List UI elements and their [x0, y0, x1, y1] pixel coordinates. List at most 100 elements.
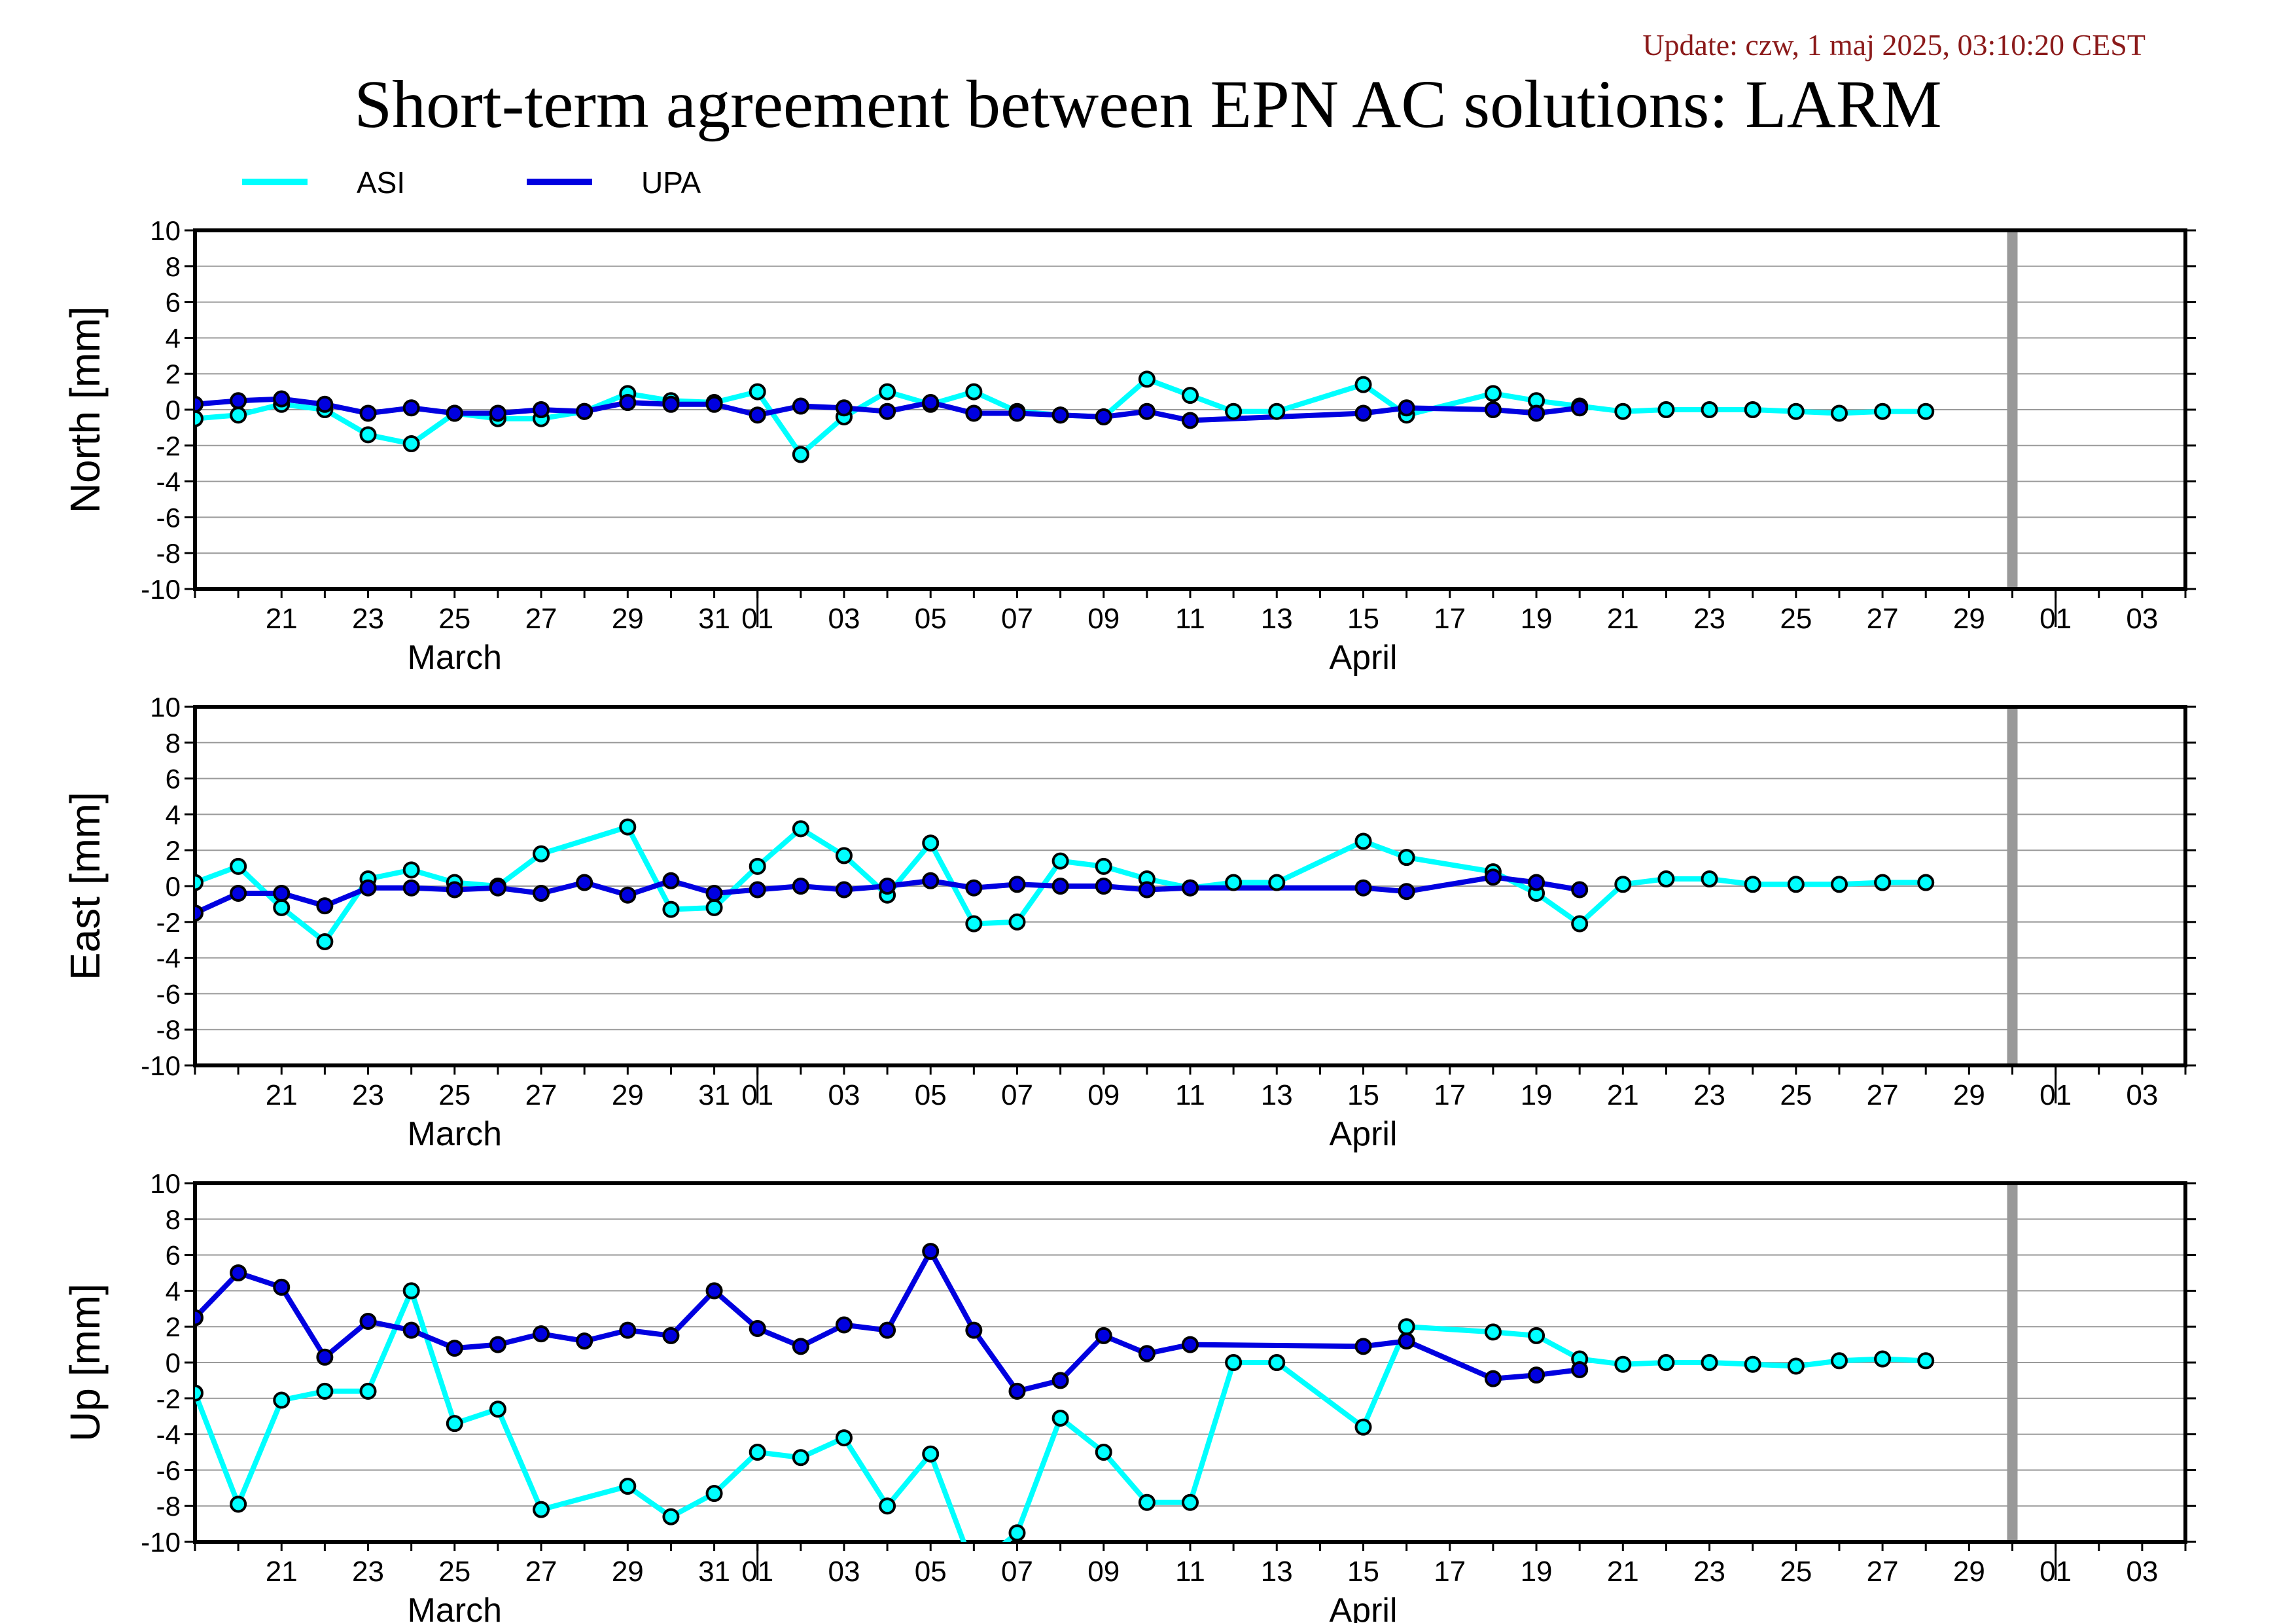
- y-tick-label: -6: [156, 978, 181, 1009]
- data-point-asi: [1095, 857, 1112, 875]
- y-tick-label: 10: [150, 215, 181, 246]
- data-point-asi: [195, 1384, 203, 1402]
- data-point-upa: [1095, 1327, 1112, 1344]
- data-point-asi: [359, 426, 377, 444]
- data-point-asi: [1787, 876, 1805, 893]
- data-point-asi: [1830, 404, 1848, 422]
- month-label: April: [1330, 1115, 1398, 1153]
- data-point-asi: [705, 1485, 723, 1503]
- x-tick-label: 21: [1607, 1556, 1639, 1588]
- data-point-upa: [619, 394, 637, 412]
- data-point-upa: [1182, 412, 1199, 429]
- month-label: March: [408, 1592, 502, 1623]
- data-point-upa: [705, 395, 723, 413]
- x-tick-label: 19: [1521, 603, 1553, 635]
- data-point-asi: [1051, 1409, 1069, 1427]
- data-point-asi: [1138, 370, 1156, 388]
- data-point-upa: [1095, 878, 1112, 895]
- data-point-upa: [1008, 876, 1026, 893]
- data-point-upa: [230, 884, 247, 902]
- data-point-upa: [835, 399, 853, 417]
- data-point-upa: [533, 884, 550, 902]
- data-point-asi: [359, 1382, 377, 1400]
- y-tick-label: 2: [166, 1311, 181, 1342]
- x-tick-label: 11: [1175, 1079, 1205, 1111]
- data-point-upa: [359, 404, 377, 422]
- data-point-upa: [576, 874, 593, 891]
- x-tick-label: 13: [1261, 1079, 1293, 1111]
- update-timestamp: Update: czw, 1 maj 2025, 03:10:20 CEST: [1642, 28, 2146, 62]
- data-point-asi: [662, 1508, 680, 1525]
- data-point-upa: [533, 1325, 550, 1343]
- y-tick-label: -2: [156, 431, 181, 461]
- x-tick-label: 01: [2040, 1079, 2072, 1111]
- y-tick-label: 0: [166, 871, 181, 902]
- data-point-asi: [922, 1445, 940, 1463]
- data-point-asi: [195, 410, 203, 427]
- data-point-asi: [1657, 1354, 1675, 1371]
- x-tick-label: 25: [438, 1556, 470, 1588]
- x-tick-label: 11: [1175, 1556, 1205, 1588]
- data-point-asi: [1830, 876, 1848, 893]
- data-point-asi: [1354, 376, 1372, 393]
- data-point-asi: [619, 818, 637, 836]
- y-tick-label: -10: [141, 1050, 181, 1081]
- data-point-upa: [1051, 406, 1069, 424]
- y-axis-label: Up [mm]: [62, 1283, 109, 1442]
- data-point-upa: [705, 884, 723, 902]
- y-tick-label: 4: [166, 799, 181, 830]
- data-point-asi: [402, 435, 420, 453]
- x-tick-label: 15: [1347, 1079, 1379, 1111]
- data-point-upa: [402, 1321, 420, 1339]
- x-tick-label: 07: [1001, 1556, 1033, 1588]
- x-tick-label: 01: [2040, 603, 2072, 635]
- x-tick-label: 21: [1607, 603, 1639, 635]
- data-point-asi: [1398, 849, 1415, 866]
- x-tick-label: 29: [612, 1556, 644, 1588]
- data-point-upa: [1571, 399, 1589, 417]
- data-point-upa: [195, 904, 203, 922]
- data-point-upa: [1051, 1372, 1069, 1389]
- x-tick-label: 21: [266, 603, 298, 635]
- data-point-asi: [1787, 1357, 1805, 1375]
- data-point-upa: [1528, 874, 1545, 891]
- data-point-upa: [965, 879, 983, 897]
- data-point-upa: [1484, 401, 1502, 418]
- x-tick-label: 29: [1953, 603, 1985, 635]
- month-label: March: [408, 1115, 502, 1153]
- data-point-asi: [1398, 1318, 1415, 1336]
- x-tick-label: 19: [1521, 1556, 1553, 1588]
- data-point-upa: [489, 1336, 506, 1353]
- data-point-asi: [1182, 387, 1199, 404]
- x-tick-label: 13: [1261, 603, 1293, 635]
- data-point-asi: [1744, 876, 1761, 893]
- data-point-upa: [965, 1321, 983, 1339]
- y-tick-label: -8: [156, 1014, 181, 1045]
- data-point-asi: [1701, 401, 1718, 418]
- y-tick-label: 8: [166, 1204, 181, 1235]
- y-tick-label: 2: [166, 359, 181, 389]
- panel-up: 10 8 6 4 2 0 -2 -4 -6 -8 -10 21 23 25 27 29 31 01 03 05 07 09…: [62, 1168, 2196, 1623]
- data-point-upa: [1571, 1361, 1589, 1378]
- data-point-asi: [1874, 874, 1892, 891]
- x-tick-label: 25: [438, 1079, 470, 1111]
- x-tick-label: 03: [828, 1556, 860, 1588]
- x-tick-label: 23: [352, 1079, 384, 1111]
- data-point-upa: [835, 881, 853, 899]
- legend-label-asi: ASI: [357, 166, 405, 200]
- data-point-upa: [446, 404, 463, 422]
- data-point-upa: [576, 402, 593, 420]
- data-point-upa: [273, 1278, 291, 1296]
- data-point-asi: [879, 383, 896, 401]
- data-point-asi: [195, 874, 203, 891]
- data-point-asi: [402, 861, 420, 879]
- data-point-asi: [792, 446, 809, 463]
- y-tick-label: -8: [156, 538, 181, 569]
- data-point-asi: [965, 383, 983, 401]
- data-point-asi: [965, 915, 983, 933]
- data-point-asi: [273, 899, 291, 916]
- x-tick-label: 13: [1261, 1556, 1293, 1588]
- x-tick-label: 11: [1175, 603, 1205, 635]
- data-point-upa: [489, 879, 506, 897]
- data-point-asi: [705, 899, 723, 916]
